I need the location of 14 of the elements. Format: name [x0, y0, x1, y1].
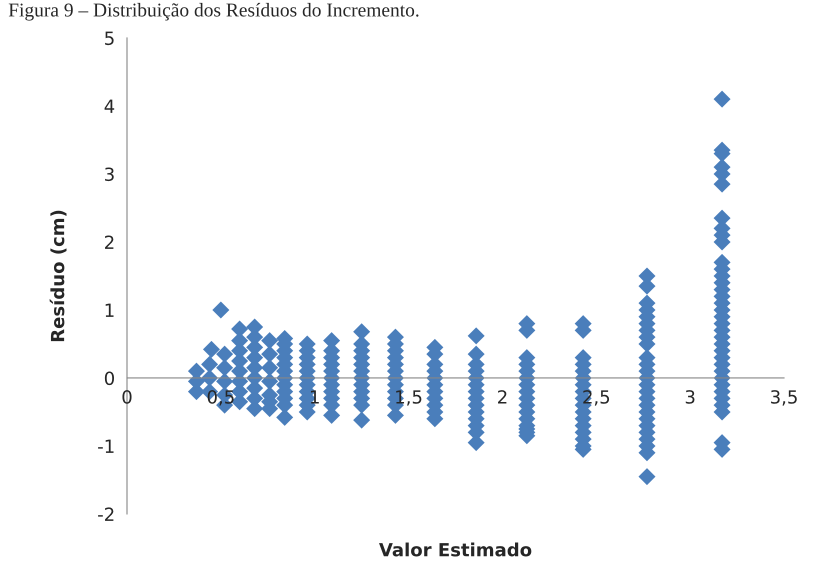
x-axis-title: Valor Estimado [379, 542, 532, 557]
y-tick-label: -2 [98, 507, 114, 521]
y-tick-label: 5 [105, 32, 114, 46]
y-tick-label: 2 [105, 235, 114, 249]
x-tick-label: 3,5 [771, 390, 797, 406]
y-tick-label: 4 [104, 100, 114, 113]
chart-title: Figura 9 – Distribuição dos Resíduos do Incremento. [8, 2, 418, 21]
x-tick-label: 3 [686, 390, 694, 404]
x-tick-label: 2 [498, 390, 506, 404]
y-tick-label: 0 [104, 371, 114, 386]
y-axis-title: Resíduo (cm) [50, 210, 66, 342]
y-tick-label: 1 [106, 304, 114, 317]
y-tick-label: -1 [98, 440, 114, 453]
y-tick-label: 3 [105, 167, 114, 182]
